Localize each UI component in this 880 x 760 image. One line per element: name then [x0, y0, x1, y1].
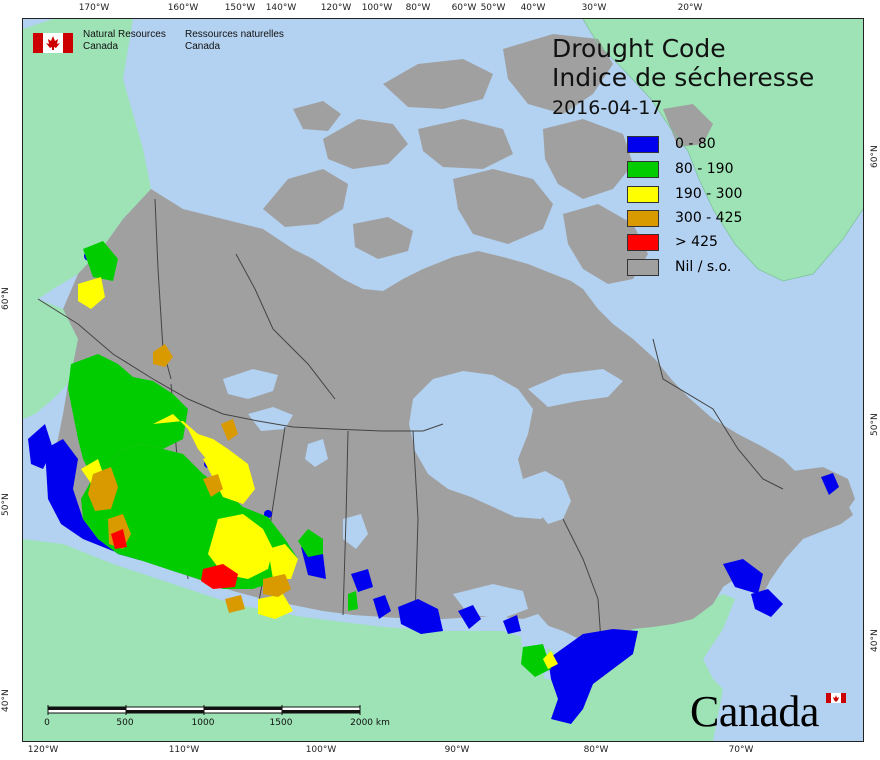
legend-swatch	[627, 186, 659, 203]
drought-code-map	[23, 19, 863, 741]
legend-swatch	[627, 234, 659, 251]
graticule-label-top: 140°W	[265, 3, 297, 13]
agency-name-fr: Ressources naturelles Canada	[185, 29, 284, 53]
alaska-panhandle	[23, 299, 78, 419]
legend-label: > 425	[675, 234, 718, 250]
graticule-label-bottom: 100°W	[305, 745, 337, 755]
scale-label: 2000 km	[350, 718, 390, 728]
graticule-label-top: 80°W	[405, 3, 431, 13]
legend-label: 300 - 425	[675, 210, 743, 226]
canada-flag-logo	[33, 33, 73, 53]
graticule-label-top: 30°W	[581, 3, 607, 13]
graticule-label-bottom: 70°W	[728, 745, 754, 755]
scale-label: 1500	[269, 718, 293, 728]
james-bay	[523, 471, 571, 524]
legend-label: 190 - 300	[675, 186, 743, 202]
provincial-boundaries	[37, 198, 784, 642]
scale-label: 500	[116, 718, 134, 728]
agency-en-line-1: Natural Resources	[83, 29, 166, 40]
graticule-label-bottom: 90°W	[444, 745, 470, 755]
map-title-fr: Indice de sécheresse	[552, 63, 815, 92]
wordmark-flag-icon	[826, 693, 846, 703]
legend-label: 80 - 190	[675, 161, 734, 177]
hudson-bay	[409, 371, 553, 519]
map-panel: Natural Resources Canada Ressources natu…	[22, 18, 864, 742]
graticule-label-left: 60°N	[1, 287, 11, 310]
legend-swatch	[627, 136, 659, 153]
canada-wordmark: Canada	[690, 687, 819, 736]
alaska	[23, 19, 151, 304]
newfoundland	[793, 467, 855, 524]
arctic-archipelago	[263, 34, 713, 284]
graticule-label-right: 60°N	[870, 145, 880, 168]
agency-en-line-2: Canada	[83, 41, 119, 52]
graticule-label-bottom: 110°W	[168, 745, 200, 755]
legend-label: 0 - 80	[675, 136, 716, 152]
graticule-label-bottom: 80°W	[583, 745, 609, 755]
graticule-label-left: 50°N	[1, 493, 11, 516]
graticule-label-top: 50°W	[480, 3, 506, 13]
drought-class-0-80-areas	[28, 251, 839, 724]
graticule-label-right: 40°N	[870, 629, 880, 652]
legend-swatch	[627, 210, 659, 227]
hudson-strait	[528, 369, 623, 407]
scale-label: 0	[44, 718, 50, 728]
agency-name-en: Natural Resources Canada	[83, 29, 166, 53]
drought-class-300-425-areas	[88, 344, 291, 613]
graticule-label-top: 60°W	[451, 3, 477, 13]
graticule-label-bottom: 120°W	[27, 745, 59, 755]
scale-label: 1000	[191, 718, 215, 728]
agency-fr-line-1: Ressources naturelles	[185, 29, 284, 40]
map-title-en: Drought Code	[552, 34, 726, 63]
legend-swatch	[627, 161, 659, 178]
map-date: 2016-04-17	[552, 97, 663, 119]
graticule-label-top: 40°W	[520, 3, 546, 13]
graticule-label-top: 160°W	[167, 3, 199, 13]
graticule-label-left: 40°N	[1, 689, 11, 712]
greenland	[583, 19, 863, 281]
legend-swatch	[627, 259, 659, 276]
scale-bar	[47, 705, 361, 715]
legend-label: Nil / s.o.	[675, 259, 732, 275]
graticule-label-top: 100°W	[361, 3, 393, 13]
graticule-label-right: 50°N	[870, 413, 880, 436]
graticule-label-top: 20°W	[677, 3, 703, 13]
drought-class-over-425-areas	[111, 529, 238, 589]
greenland-coast	[582, 19, 863, 282]
agency-fr-line-2: Canada	[185, 41, 221, 52]
graticule-label-top: 150°W	[224, 3, 256, 13]
graticule-label-top: 120°W	[320, 3, 352, 13]
graticule-label-top: 170°W	[78, 3, 110, 13]
